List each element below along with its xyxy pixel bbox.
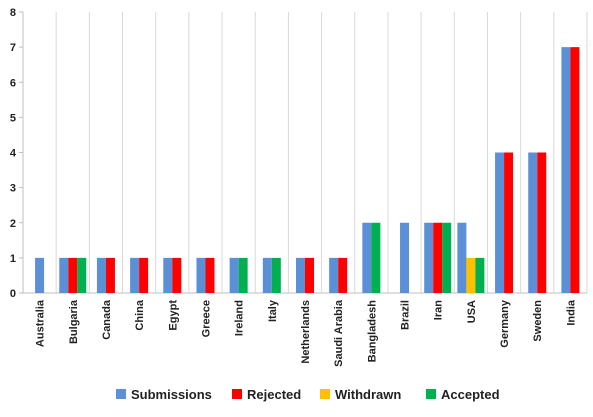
bar-rejected-netherlands [305,257,314,293]
bar-rejected-bulgaria [68,257,78,293]
bar-rejected-sweden [537,152,547,293]
category-label: Ireland [234,300,246,336]
category-label: Iran [433,300,445,320]
legend-swatch [426,389,436,399]
category-label: USA [466,300,478,323]
category-label: Netherlands [300,300,312,364]
category-label: India [565,299,577,326]
y-tick-label: 8 [10,7,16,19]
bar-rejected-canada [105,257,115,293]
y-tick-label: 6 [10,77,16,89]
bar-rejected-iran [433,222,443,293]
y-tick-label: 3 [10,183,16,195]
y-tick-label: 7 [10,42,16,54]
bar-accepted-bulgaria [77,257,87,293]
y-tick-label: 5 [10,112,16,124]
category-label: China [134,299,146,330]
category-label: Saudi Arabia [333,299,345,367]
bar-accepted-iran [442,222,452,293]
category-label: Germany [499,299,511,348]
bars [35,47,580,293]
bar-rejected-greece [205,257,215,293]
bar-rejected-saudi-arabia [338,257,348,293]
bar-submissions-egypt [163,257,173,293]
legend: Submissions Rejected Withdrawn Accepted [116,387,500,402]
bar-withdrawn-usa [466,257,476,293]
legend-swatch [116,389,126,399]
legend-label: Accepted [441,387,500,402]
y-tick-label: 2 [10,218,16,230]
bar-submissions-canada [96,257,106,293]
bar-submissions-iran [424,222,434,293]
bar-accepted-ireland [238,257,248,293]
bar-submissions-sweden [528,152,538,293]
bar-submissions-bangladesh [362,222,372,293]
bar-submissions-italy [262,257,272,293]
bar-submissions-ireland [229,257,239,293]
category-label: Greece [200,300,212,337]
category-label: Italy [267,299,279,322]
category-label: Canada [101,299,113,340]
legend-item-withdrawn: Withdrawn [320,387,401,402]
bar-rejected-india [570,47,580,293]
category-label: Egypt [167,300,179,331]
y-tick-label: 1 [10,253,16,265]
bar-rejected-china [139,257,149,293]
category-label: Brazil [400,300,412,330]
category-label: Bulgaria [68,299,80,344]
bar-submissions-bulgaria [59,257,69,293]
bar-submissions-greece [196,257,206,293]
legend-label: Submissions [131,387,212,402]
y-tick-label: 0 [10,288,16,300]
bar-submissions-netherlands [296,257,305,293]
bar-rejected-egypt [172,257,182,293]
bar-accepted-italy [271,257,281,293]
legend-label: Rejected [247,387,301,402]
legend-item-rejected: Rejected [232,387,301,402]
legend-item-accepted: Accepted [426,387,500,402]
bar-submissions-germany [495,152,505,293]
bar-submissions-usa [457,222,467,293]
legend-item-submissions: Submissions [116,387,212,402]
category-labels: Australia Bulgaria Canada China Egypt Greece I… [35,299,578,367]
bar-submissions-brazil [400,222,410,293]
legend-swatch [232,389,242,399]
bar-submissions-saudi-arabia [329,257,339,293]
grid [22,12,588,293]
category-label: Bangladesh [366,300,378,363]
category-label: Australia [35,299,47,347]
category-label: Sweden [532,300,544,342]
bar-submissions-china [130,257,140,293]
legend-label: Withdrawn [335,387,401,402]
bar-submissions-australia [35,257,45,293]
legend-swatch [320,389,330,399]
bar-accepted-bangladesh [371,222,381,293]
y-tick-labels: 0 1 2 3 4 5 6 7 8 [10,7,17,300]
bar-accepted-usa [475,257,485,293]
y-tick-label: 4 [10,148,17,160]
bar-submissions-india [561,47,571,293]
bar-rejected-germany [504,152,514,293]
